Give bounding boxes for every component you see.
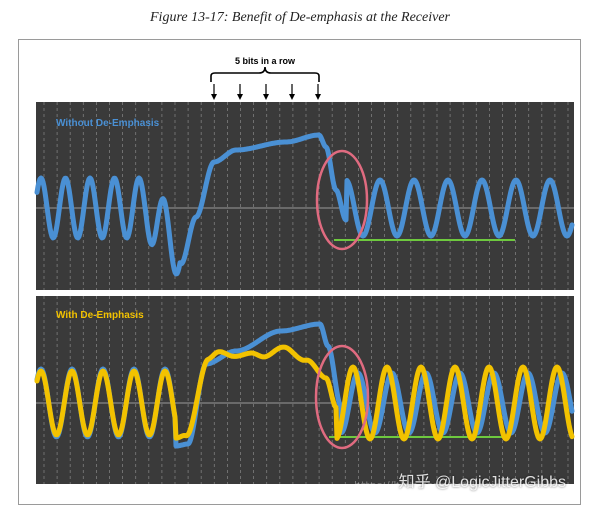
bottom-panel-label: With De-Emphasis: [56, 310, 144, 321]
top-panel-label: Without De-Emphasis: [56, 118, 160, 129]
top-highlight-ellipse: [315, 149, 369, 251]
bottom-highlight-ellipse: [314, 344, 370, 450]
bit-arrow-head: [289, 94, 295, 100]
bit-arrow-head: [315, 94, 321, 100]
bit-arrow-head: [263, 94, 269, 100]
bit-arrow-head: [237, 94, 243, 100]
figure-caption: Figure 13-17: Benefit of De-emphasis at …: [150, 10, 450, 25]
bottom-yellow-waveform: [34, 344, 575, 442]
top-panel-grid: [43, 102, 569, 290]
watermark-url: https://blog.csdn.net/LogicJitterGibbs: [354, 479, 558, 492]
top-blue-waveform: [34, 132, 575, 277]
de-emphasis-diagram: 5 bits in a row Without De-Emphasis With…: [34, 56, 575, 484]
bit-arrow-head: [211, 94, 217, 100]
bit-arrows: [211, 84, 321, 100]
top-panel-background: [36, 102, 574, 290]
figure-frame: 5 bits in a row Without De-Emphasis With…: [18, 39, 581, 505]
top-panel: Without De-Emphasis: [34, 102, 575, 290]
bit-brace: [210, 66, 320, 82]
bottom-panel: With De-Emphasis: [34, 296, 575, 484]
bit-annotation-text: 5 bits in a row: [235, 56, 296, 66]
watermark: 知乎 @LogicJitterGibbs: [398, 474, 566, 491]
